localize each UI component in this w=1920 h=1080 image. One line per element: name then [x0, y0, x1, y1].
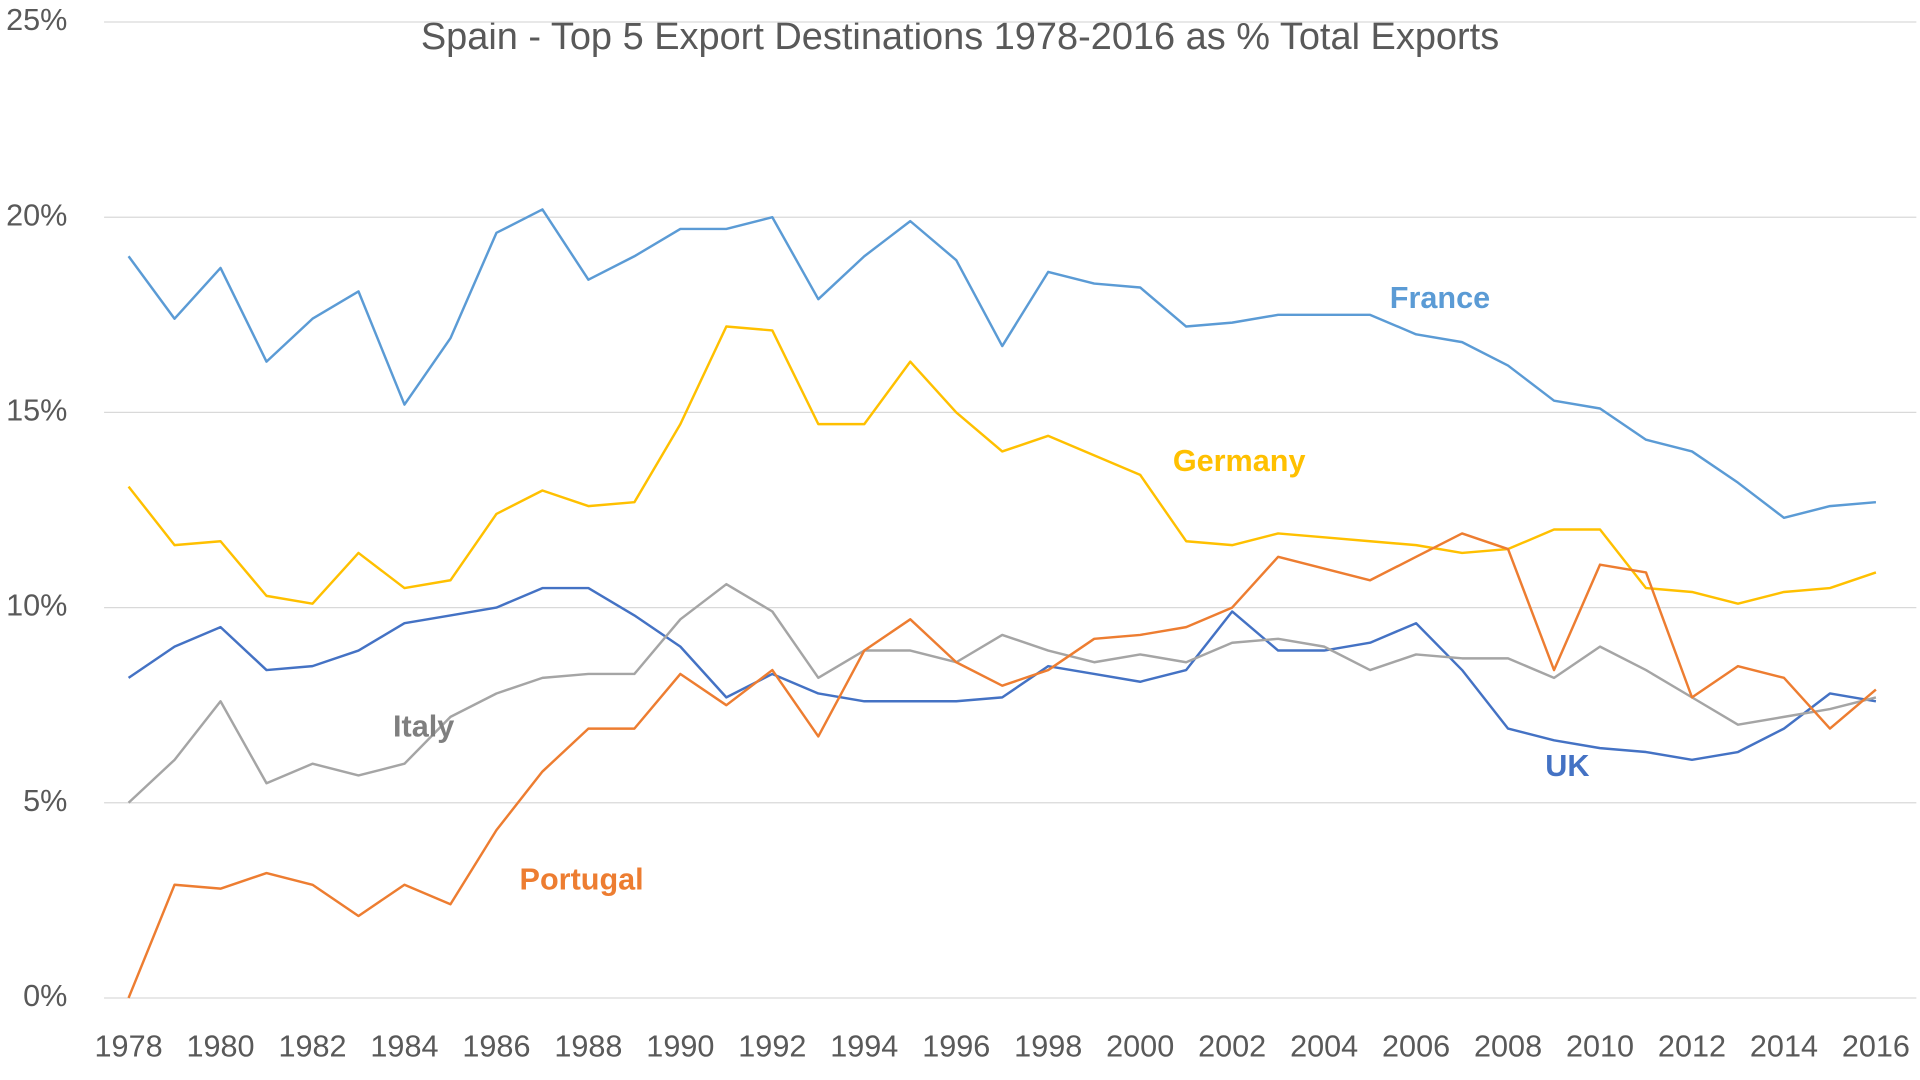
y-tick-label: 10% [6, 589, 67, 623]
x-tick-label: 1988 [554, 1029, 622, 1063]
x-tick-label: 1992 [738, 1029, 806, 1063]
series-line [127, 208, 1877, 520]
x-tick-label: 2010 [1566, 1029, 1634, 1063]
y-tick-label: 20% [6, 198, 67, 232]
x-tick-label: 2004 [1290, 1029, 1358, 1063]
x-tick-label: 2008 [1474, 1029, 1542, 1063]
y-tick-label: 5% [23, 784, 67, 818]
x-tick-label: 1998 [1014, 1029, 1082, 1063]
y-tick-label: 25% [6, 3, 67, 37]
y-tick-label: 15% [6, 394, 67, 428]
series-line [127, 532, 1877, 999]
x-tick-label: 1990 [646, 1029, 714, 1063]
x-tick-label: 1978 [95, 1029, 163, 1063]
series-label: Portugal [520, 863, 644, 897]
series-line [127, 586, 1877, 762]
series-label: UK [1545, 749, 1589, 783]
chart-title: Spain - Top 5 Export Destinations 1978-2… [421, 16, 1499, 58]
x-tick-label: 2002 [1198, 1029, 1266, 1063]
x-tick-label: 2012 [1658, 1029, 1726, 1063]
x-tick-label: 2006 [1382, 1029, 1450, 1063]
series-line [127, 325, 1877, 605]
x-tick-label: 1982 [278, 1029, 346, 1063]
series-label: France [1390, 281, 1490, 315]
x-tick-label: 1994 [830, 1029, 898, 1063]
x-tick-label: 2014 [1750, 1029, 1818, 1063]
series-label: Italy [393, 710, 454, 744]
y-tick-label: 0% [23, 979, 67, 1013]
x-tick-label: 1984 [370, 1029, 438, 1063]
x-tick-label: 2000 [1106, 1029, 1174, 1063]
x-tick-label: 2016 [1842, 1029, 1910, 1063]
x-tick-label: 1996 [922, 1029, 990, 1063]
series-line [127, 582, 1877, 804]
x-tick-label: 1986 [462, 1029, 530, 1063]
x-tick-label: 1980 [186, 1029, 254, 1063]
series-label: Germany [1173, 444, 1306, 478]
